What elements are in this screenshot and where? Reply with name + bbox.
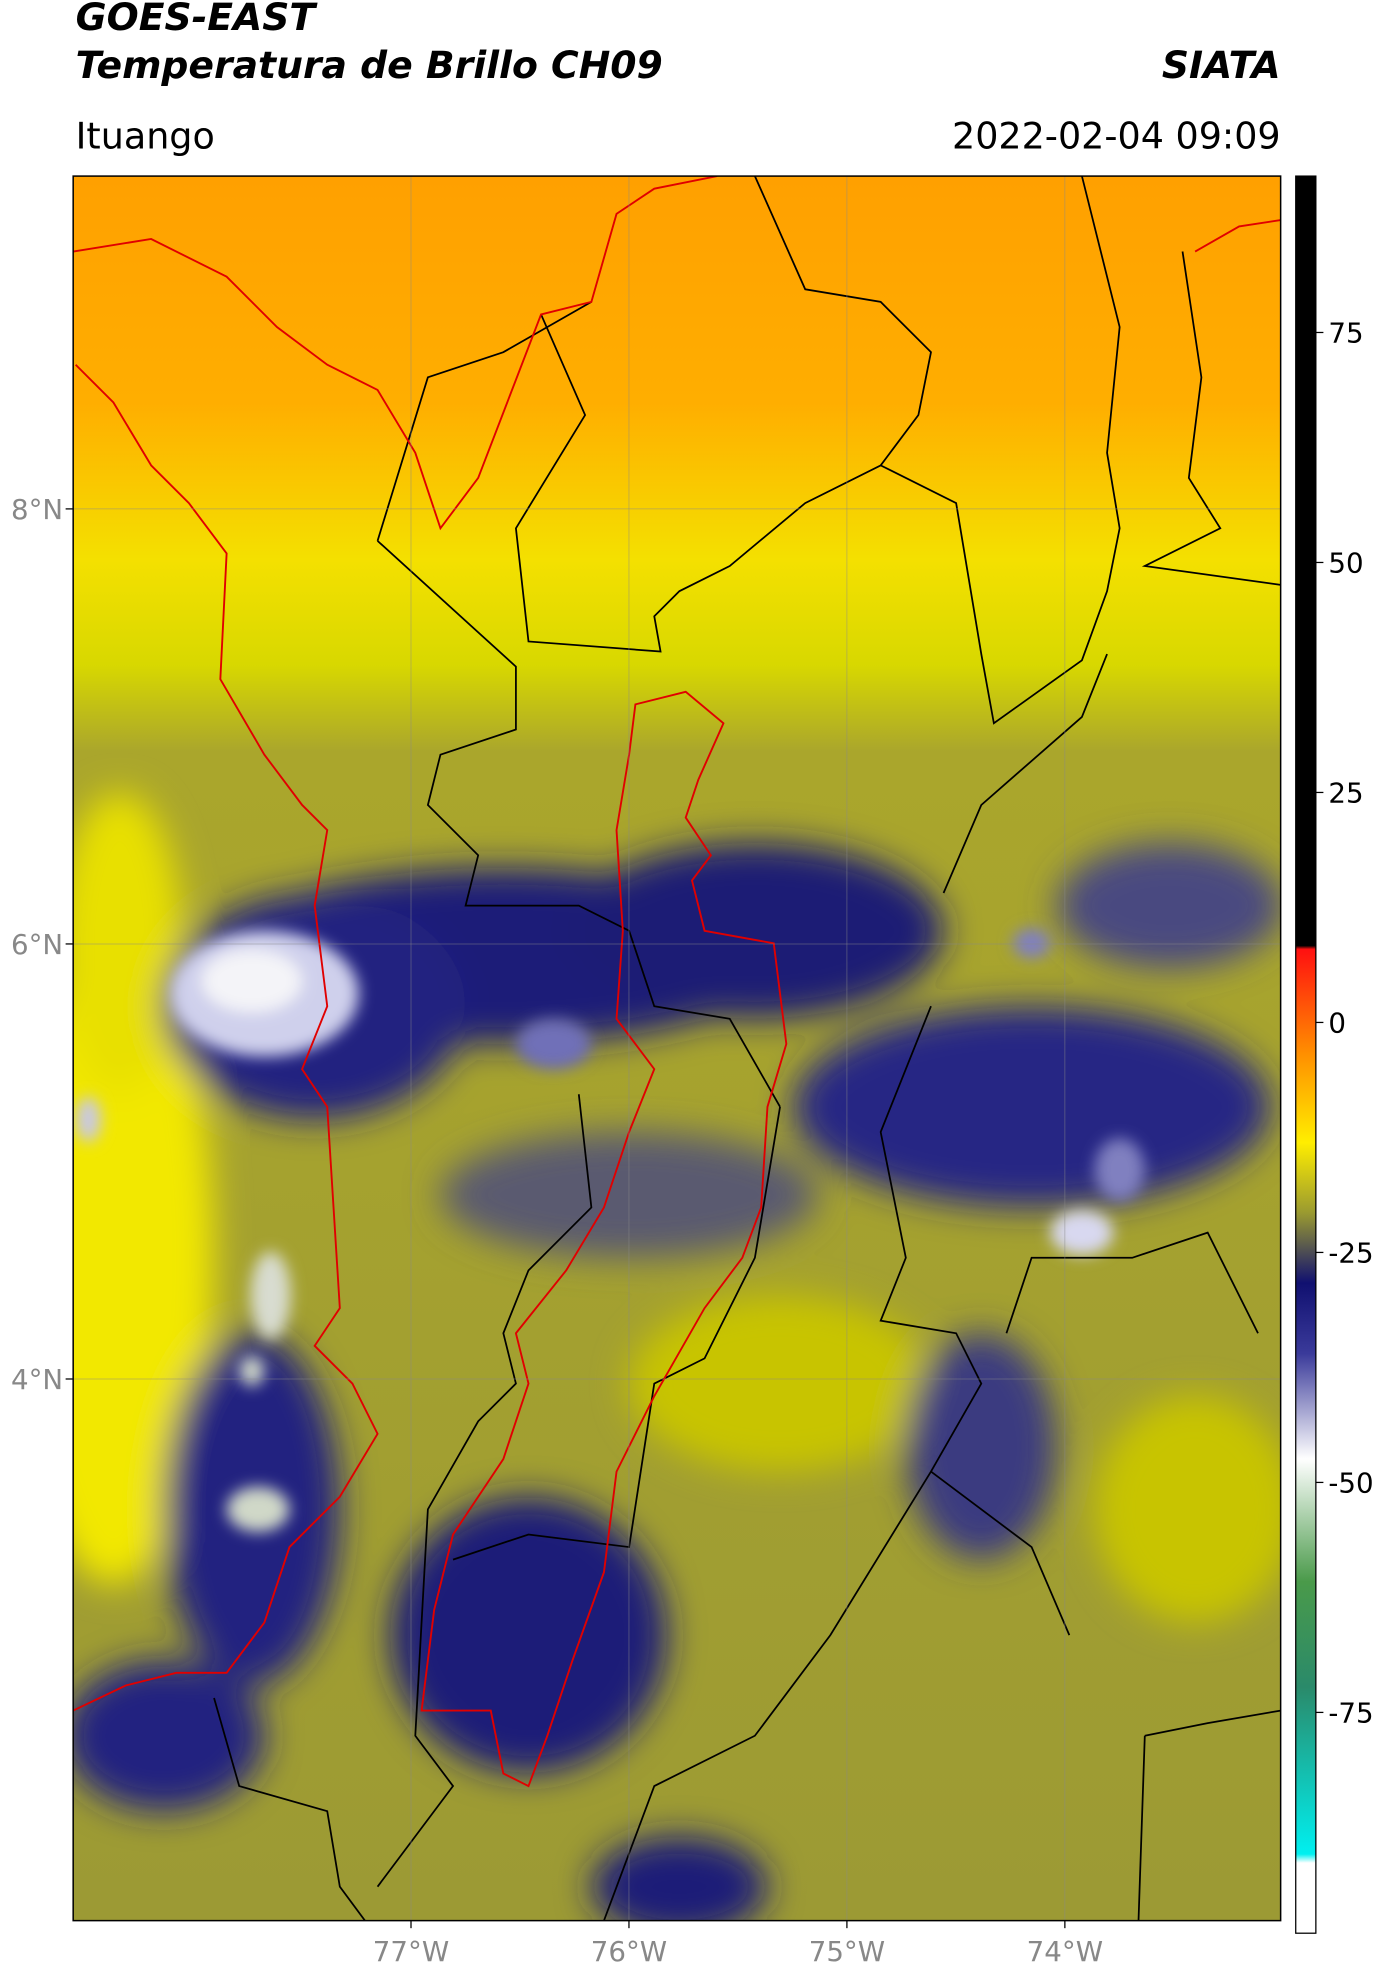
x-tick-label: 75°W [809, 1935, 885, 1968]
y-tick-label: 6°N [11, 928, 63, 961]
title: GOES-EAST [76, 0, 319, 39]
satellite-image [73, 176, 1281, 1921]
map-frame [72, 175, 1282, 1922]
graticule: 77°W 76°W 75°W 74°W 8°N 6°N 4°N [11, 176, 1281, 1968]
colorbar-ticks: 75 50 25 0 -25 -50 -75 [1315, 317, 1374, 1729]
source: SIATA [1162, 43, 1281, 87]
colorbar [1295, 175, 1317, 1934]
colorbar-tick-label: -75 [1328, 1696, 1373, 1729]
colorbar-tick-label: 75 [1328, 317, 1363, 350]
colorbar-tick-label: -25 [1328, 1236, 1373, 1269]
admin-boundaries [213, 176, 1281, 1921]
y-tick-label: 4°N [11, 1363, 63, 1396]
colorbar-tick-label: 0 [1328, 1007, 1346, 1040]
subtitle: Temperatura de Brillo CH09 [76, 43, 663, 87]
y-tick-label: 8°N [11, 493, 63, 526]
colorbar-tick-label: 50 [1328, 547, 1363, 580]
region: Ituango [76, 114, 215, 157]
x-tick-label: 76°W [591, 1935, 667, 1968]
colorbar-tick-label: 25 [1328, 777, 1363, 810]
x-tick-label: 74°W [1027, 1935, 1103, 1968]
x-tick-label: 77°W [373, 1935, 449, 1968]
colorbar-tick-label: -50 [1328, 1466, 1373, 1499]
datetime: 2022-02-04 09:09 [952, 114, 1281, 157]
